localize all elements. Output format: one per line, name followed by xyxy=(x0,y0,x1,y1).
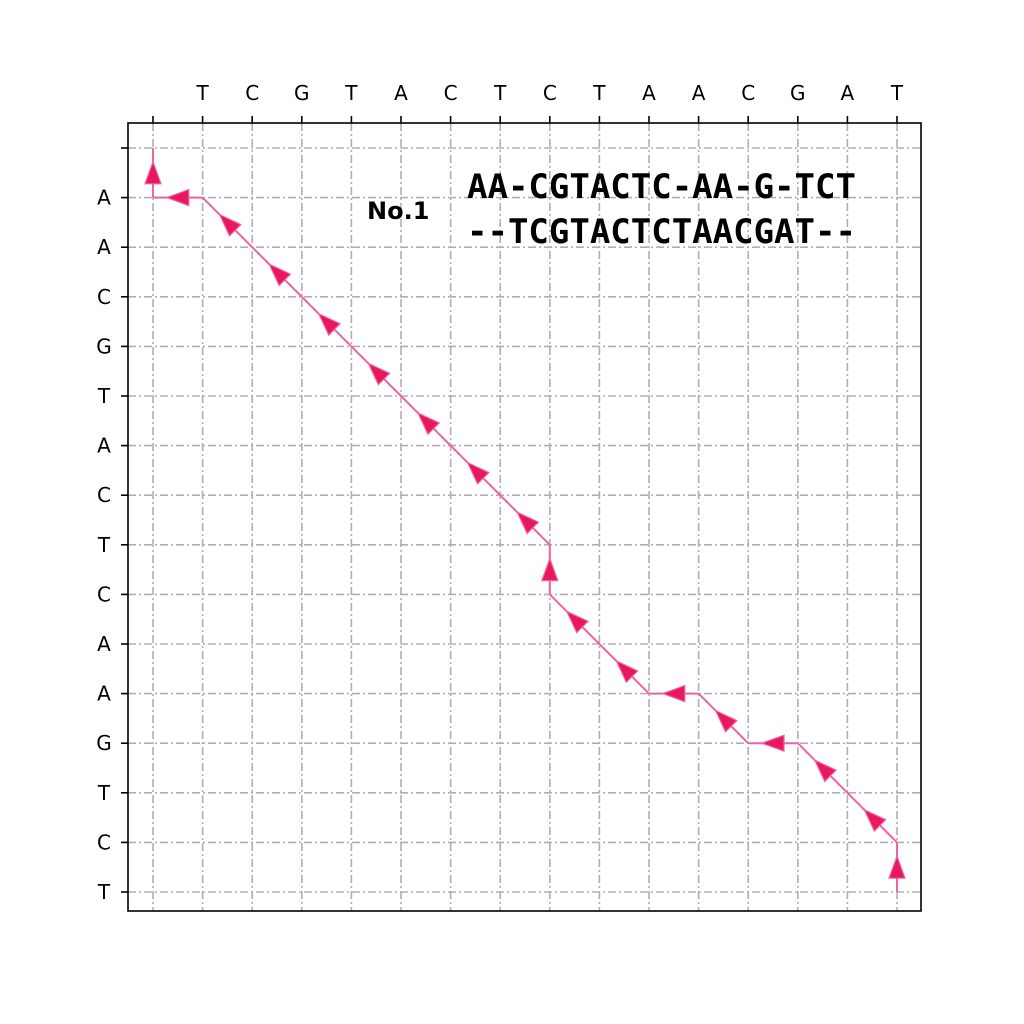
top-base-label: A xyxy=(841,81,855,105)
top-base-label: C xyxy=(741,81,755,105)
top-base-label: A xyxy=(642,81,656,105)
path-arrow-icon xyxy=(416,411,441,436)
left-base-label: G xyxy=(96,334,112,358)
left-base-label: T xyxy=(97,533,111,557)
left-base-label: A xyxy=(97,186,111,210)
left-base-label: C xyxy=(97,285,111,309)
path-arrow-icon xyxy=(565,610,590,634)
path-arrow-icon xyxy=(267,262,292,287)
alignment-line-1: AA-CGTACTC-AA-G-TCT xyxy=(467,167,856,207)
alignment-number-label: No.1 xyxy=(367,197,429,225)
path-arrow-icon xyxy=(661,684,686,703)
path-arrow-icon xyxy=(615,659,639,684)
left-base-label: A xyxy=(97,434,111,458)
grid xyxy=(128,123,921,911)
left-base-label: T xyxy=(97,384,111,408)
left-base-label: T xyxy=(97,880,111,904)
left-base-label: A xyxy=(97,632,111,656)
left-base-label: T xyxy=(97,781,111,805)
path-arrow-icon xyxy=(466,461,490,485)
left-sequence-labels: A A C G T A C T C A A G T C T xyxy=(96,186,112,904)
top-base-label: T xyxy=(592,81,606,105)
left-base-label: C xyxy=(97,830,111,854)
top-base-label: G xyxy=(790,81,806,105)
top-base-label: C xyxy=(444,81,458,105)
axis-ticks xyxy=(121,116,898,893)
path-arrow-icon xyxy=(540,556,559,582)
top-base-label: A xyxy=(394,81,408,105)
left-base-label: C xyxy=(97,582,111,606)
path-arrow-icon xyxy=(367,362,391,386)
left-base-label: A xyxy=(97,235,111,259)
path-arrow-icon xyxy=(714,709,738,733)
top-base-label: A xyxy=(692,81,706,105)
plot-frame xyxy=(127,122,922,912)
path-arrow-icon xyxy=(863,808,887,833)
top-base-label: C xyxy=(245,81,259,105)
path-arrow-icon xyxy=(813,758,838,783)
path-arrow-icon xyxy=(165,188,190,207)
left-base-label: G xyxy=(96,731,112,755)
path-arrow-icon xyxy=(760,734,785,753)
path-arrow-icon xyxy=(218,213,242,237)
top-base-label: T xyxy=(493,81,507,105)
top-base-label: T xyxy=(344,81,358,105)
path-arrow-icon xyxy=(888,854,906,879)
left-base-label: A xyxy=(97,682,111,706)
top-base-label: T xyxy=(890,81,904,105)
alignment-arrows xyxy=(144,160,906,879)
left-base-label: C xyxy=(97,483,111,507)
path-arrow-icon xyxy=(515,510,540,535)
alignment-line-2: --TCGTACTCTAACGAT-- xyxy=(467,212,856,252)
path-arrow-icon xyxy=(144,160,162,185)
top-base-label: G xyxy=(294,81,310,105)
top-base-label: T xyxy=(195,81,209,105)
top-base-label: C xyxy=(543,81,557,105)
path-arrow-icon xyxy=(317,312,342,337)
